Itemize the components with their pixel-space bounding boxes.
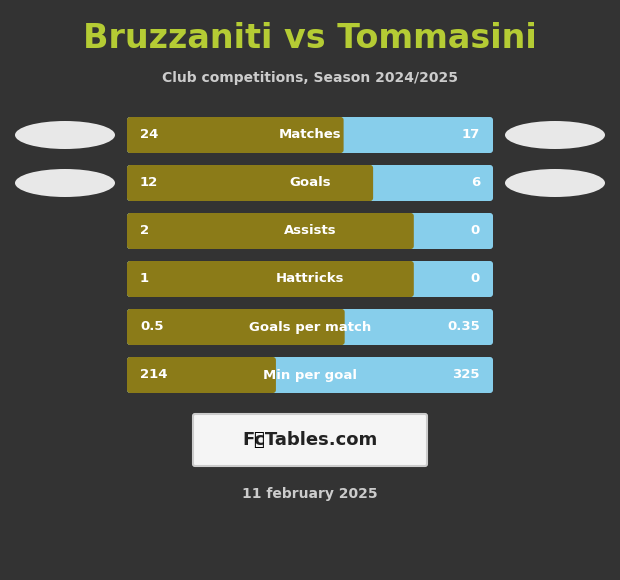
FancyBboxPatch shape bbox=[193, 414, 427, 466]
Text: 214: 214 bbox=[140, 368, 167, 382]
Text: Goals: Goals bbox=[289, 176, 331, 190]
Text: 325: 325 bbox=[453, 368, 480, 382]
Text: Min per goal: Min per goal bbox=[263, 368, 357, 382]
FancyBboxPatch shape bbox=[127, 165, 373, 201]
Text: 0.35: 0.35 bbox=[447, 321, 480, 333]
FancyBboxPatch shape bbox=[127, 117, 493, 153]
Ellipse shape bbox=[15, 169, 115, 197]
FancyBboxPatch shape bbox=[127, 117, 343, 153]
Text: Club competitions, Season 2024/2025: Club competitions, Season 2024/2025 bbox=[162, 71, 458, 85]
Text: Goals per match: Goals per match bbox=[249, 321, 371, 333]
Ellipse shape bbox=[505, 169, 605, 197]
Text: FcTables.com: FcTables.com bbox=[242, 431, 378, 449]
Text: 17: 17 bbox=[462, 129, 480, 142]
Text: 24: 24 bbox=[140, 129, 158, 142]
FancyBboxPatch shape bbox=[127, 165, 493, 201]
FancyBboxPatch shape bbox=[127, 309, 345, 345]
Text: 2: 2 bbox=[140, 224, 149, 237]
FancyBboxPatch shape bbox=[127, 309, 493, 345]
Text: 0.5: 0.5 bbox=[140, 321, 164, 333]
FancyBboxPatch shape bbox=[127, 261, 493, 297]
Text: 0: 0 bbox=[471, 273, 480, 285]
Text: Assists: Assists bbox=[284, 224, 336, 237]
Text: Matches: Matches bbox=[278, 129, 342, 142]
Text: 12: 12 bbox=[140, 176, 158, 190]
Text: 1: 1 bbox=[140, 273, 149, 285]
Text: 📊: 📊 bbox=[252, 431, 264, 449]
Ellipse shape bbox=[15, 121, 115, 149]
FancyBboxPatch shape bbox=[127, 213, 414, 249]
Text: Bruzzaniti vs Tommasini: Bruzzaniti vs Tommasini bbox=[83, 21, 537, 55]
Text: 0: 0 bbox=[471, 224, 480, 237]
FancyBboxPatch shape bbox=[127, 357, 493, 393]
FancyBboxPatch shape bbox=[127, 213, 493, 249]
Text: 11 february 2025: 11 february 2025 bbox=[242, 487, 378, 501]
Text: Hattricks: Hattricks bbox=[276, 273, 344, 285]
FancyBboxPatch shape bbox=[127, 357, 276, 393]
Ellipse shape bbox=[505, 121, 605, 149]
Text: 6: 6 bbox=[471, 176, 480, 190]
FancyBboxPatch shape bbox=[127, 261, 414, 297]
